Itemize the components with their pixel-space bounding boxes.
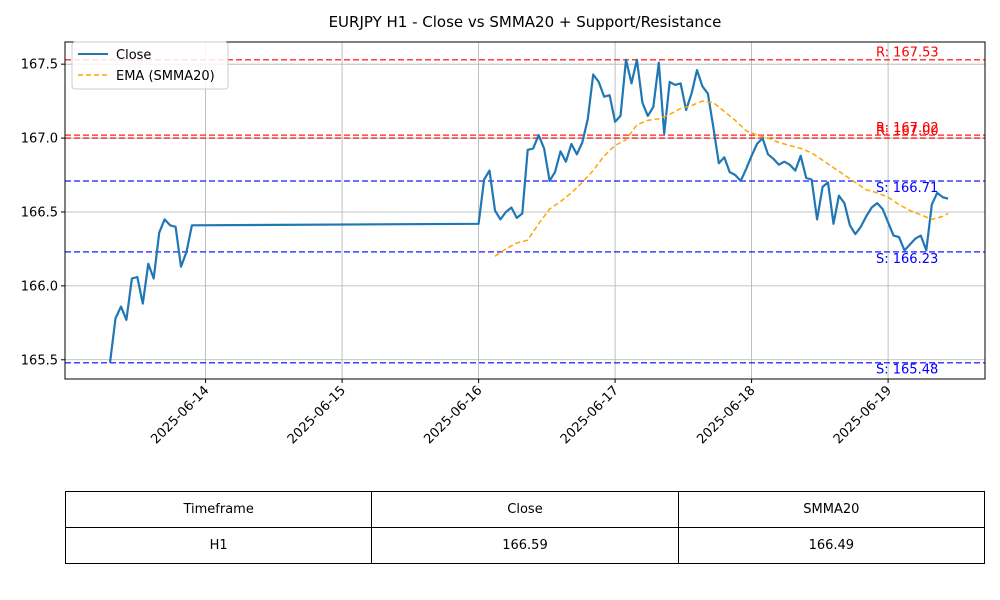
summary-table: Timeframe Close SMMA20 H1 166.59 166.49 bbox=[64, 491, 986, 564]
x-tick-label: 2025-06-14 bbox=[148, 383, 212, 447]
y-tick-label: 167.5 bbox=[21, 58, 58, 73]
table-row: H1 166.59 166.49 bbox=[64, 527, 986, 564]
support-label: S: 166.71 bbox=[876, 181, 938, 196]
legend-ema-label: EMA (SMMA20) bbox=[116, 69, 215, 84]
header-smma20: SMMA20 bbox=[677, 491, 986, 528]
resistance-label: R: 167.53 bbox=[876, 46, 939, 61]
header-timeframe: Timeframe bbox=[64, 491, 373, 528]
y-tick-label: 165.5 bbox=[21, 353, 58, 368]
x-tick-label: 2025-06-18 bbox=[694, 383, 758, 447]
support-label: S: 166.23 bbox=[876, 252, 938, 267]
legend-close-label: Close bbox=[116, 48, 151, 63]
series-lines bbox=[108, 58, 949, 363]
close-series-line bbox=[108, 58, 949, 363]
x-axis: 2025-06-14 2025-06-15 2025-06-16 2025-06-17… bbox=[148, 379, 895, 447]
y-tick-label: 167.0 bbox=[21, 132, 58, 147]
x-tick-label: 2025-06-15 bbox=[285, 383, 349, 447]
resistance-label: R: 167.02 bbox=[876, 121, 939, 136]
x-tick-label: 2025-06-17 bbox=[558, 383, 622, 447]
cell-close: 166.59 bbox=[371, 527, 679, 564]
legend: Close EMA (SMMA20) bbox=[71, 41, 229, 90]
y-axis: 165.5 166.0 166.5 167.0 167.5 bbox=[21, 58, 65, 368]
chart-title: EURJPY H1 - Close vs SMMA20 + Support/Re… bbox=[329, 13, 722, 31]
legend-box bbox=[71, 41, 229, 90]
header-close: Close bbox=[371, 491, 679, 528]
support-label: S: 165.48 bbox=[876, 363, 938, 378]
table-header-row: Timeframe Close SMMA20 bbox=[64, 491, 986, 528]
resistance-label: R: 167.00 bbox=[876, 124, 939, 139]
x-tick-label: 2025-06-19 bbox=[831, 383, 895, 447]
cell-smma20: 166.49 bbox=[677, 527, 986, 564]
y-tick-label: 166.5 bbox=[21, 205, 58, 220]
cell-timeframe: H1 bbox=[64, 527, 373, 564]
y-tick-label: 166.0 bbox=[21, 279, 58, 294]
x-tick-label: 2025-06-16 bbox=[421, 383, 485, 447]
plot-frame bbox=[64, 41, 986, 380]
ema-series-line bbox=[494, 100, 949, 257]
price-chart: EURJPY H1 - Close vs SMMA20 + Support/Re… bbox=[21, 13, 986, 447]
